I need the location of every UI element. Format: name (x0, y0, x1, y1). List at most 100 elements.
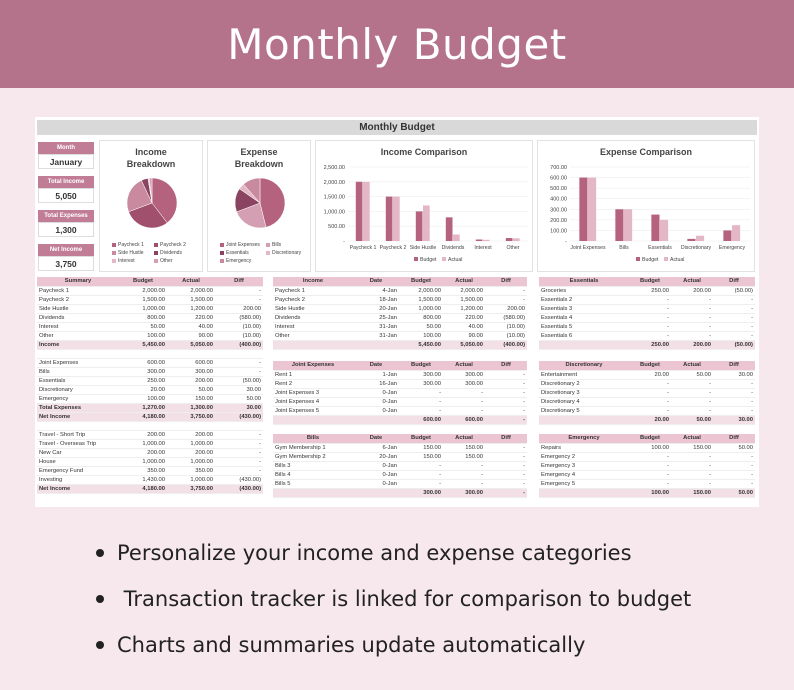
table-cell[interactable]: Discretionary (37, 385, 119, 395)
table-cell[interactable]: - (629, 397, 671, 407)
table-cell[interactable]: Joint Expenses (37, 358, 119, 368)
table-cell[interactable]: 50.00 (671, 370, 713, 380)
table-cell[interactable]: 220.00 (443, 313, 485, 323)
table-cell[interactable]: 100.00 (119, 331, 167, 341)
table-cell[interactable]: - (671, 379, 713, 389)
table-cell[interactable]: Essentials 6 (539, 331, 629, 341)
table-cell[interactable]: - (629, 379, 671, 389)
table-cell[interactable]: - (399, 479, 443, 489)
table-cell[interactable]: (10.00) (215, 322, 263, 332)
table-cell[interactable]: 600.00 (399, 415, 443, 425)
table-cell[interactable]: 50.00 (713, 488, 755, 498)
table-cell[interactable]: 0-Jan (353, 388, 399, 398)
table-cell[interactable]: - (485, 388, 527, 398)
table-cell[interactable]: - (215, 439, 263, 449)
table-cell[interactable]: (50.00) (713, 286, 755, 296)
table-cell[interactable]: 5,450.00 (399, 340, 443, 350)
table-cell[interactable]: - (629, 313, 671, 323)
table-cell[interactable]: - (485, 379, 527, 389)
table-cell[interactable]: - (713, 313, 755, 323)
table-cell[interactable]: - (713, 331, 755, 341)
table-cell[interactable] (353, 488, 399, 498)
table-cell[interactable]: 5,050.00 (167, 340, 215, 350)
table-cell[interactable]: 2,000.00 (119, 286, 167, 296)
table-cell[interactable]: 4,180.00 (119, 484, 167, 494)
table-cell[interactable]: House (37, 457, 119, 467)
table-cell[interactable]: 300.00 (119, 367, 167, 377)
table-cell[interactable]: - (671, 479, 713, 489)
table-cell[interactable]: - (671, 388, 713, 398)
table-cell[interactable]: - (215, 448, 263, 458)
table-cell[interactable]: - (485, 415, 527, 425)
table-cell[interactable]: 300.00 (443, 379, 485, 389)
table-cell[interactable]: 200.00 (671, 286, 713, 296)
table-cell[interactable]: 31-Jan (353, 322, 399, 332)
table-cell[interactable]: - (671, 322, 713, 332)
table-cell[interactable]: - (629, 331, 671, 341)
table-cell[interactable]: - (671, 304, 713, 314)
table-cell[interactable]: 1,000.00 (167, 439, 215, 449)
table-cell[interactable]: 200.00 (485, 304, 527, 314)
table-cell[interactable]: - (215, 430, 263, 440)
table-cell[interactable]: Income (37, 340, 119, 350)
table-cell[interactable]: - (713, 304, 755, 314)
table-cell[interactable]: 3,750.00 (167, 412, 215, 422)
table-cell[interactable]: Emergency Fund (37, 466, 119, 476)
table-cell[interactable]: - (485, 370, 527, 380)
table-cell[interactable]: - (713, 479, 755, 489)
table-cell[interactable]: 250.00 (629, 340, 671, 350)
table-cell[interactable]: Bills 5 (273, 479, 353, 489)
table-cell[interactable]: - (713, 406, 755, 416)
table-cell[interactable]: - (629, 452, 671, 462)
table-cell[interactable]: - (671, 295, 713, 305)
table-cell[interactable]: 5,050.00 (443, 340, 485, 350)
table-cell[interactable] (539, 415, 629, 425)
table-cell[interactable]: Dividends (273, 313, 353, 323)
table-cell[interactable]: 150.00 (443, 443, 485, 453)
table-cell[interactable]: - (399, 461, 443, 471)
table-cell[interactable]: - (713, 322, 755, 332)
table-cell[interactable]: New Car (37, 448, 119, 458)
table-cell[interactable]: Rent 1 (273, 370, 353, 380)
table-cell[interactable]: - (629, 388, 671, 398)
table-cell[interactable]: Discretionary 5 (539, 406, 629, 416)
table-cell[interactable]: Groceries (539, 286, 629, 296)
table-cell[interactable]: 6-Jan (353, 443, 399, 453)
table-cell[interactable]: 300.00 (399, 370, 443, 380)
table-cell[interactable]: - (671, 331, 713, 341)
table-cell[interactable]: 150.00 (443, 452, 485, 462)
table-cell[interactable]: 600.00 (443, 415, 485, 425)
table-cell[interactable]: - (671, 313, 713, 323)
table-cell[interactable]: 50.00 (215, 394, 263, 404)
table-cell[interactable]: (50.00) (713, 340, 755, 350)
table-cell[interactable]: 0-Jan (353, 470, 399, 480)
table-cell[interactable]: - (713, 388, 755, 398)
table-cell[interactable]: 20.00 (629, 370, 671, 380)
table-cell[interactable]: 800.00 (399, 313, 443, 323)
table-cell[interactable]: Paycheck 2 (273, 295, 353, 305)
table-cell[interactable]: 90.00 (167, 331, 215, 341)
table-cell[interactable]: - (671, 452, 713, 462)
table-cell[interactable]: 300.00 (443, 488, 485, 498)
table-cell[interactable]: Side Hustle (273, 304, 353, 314)
table-cell[interactable]: - (215, 295, 263, 305)
table-cell[interactable]: - (485, 452, 527, 462)
table-cell[interactable]: 300.00 (399, 488, 443, 498)
table-cell[interactable]: 1,270.00 (119, 403, 167, 413)
table-cell[interactable]: (10.00) (215, 331, 263, 341)
table-cell[interactable]: 300.00 (443, 370, 485, 380)
table-cell[interactable] (215, 349, 263, 359)
table-cell[interactable]: 100.00 (629, 488, 671, 498)
table-cell[interactable]: - (485, 488, 527, 498)
table-cell[interactable]: - (713, 470, 755, 480)
table-cell[interactable]: - (215, 457, 263, 467)
table-cell[interactable]: - (215, 466, 263, 476)
table-cell[interactable]: 1,500.00 (119, 295, 167, 305)
table-cell[interactable]: 1,000.00 (119, 304, 167, 314)
table-cell[interactable]: Total Expenses (37, 403, 119, 413)
table-cell[interactable]: 600.00 (119, 358, 167, 368)
table-cell[interactable]: 30.00 (215, 403, 263, 413)
table-cell[interactable]: 250.00 (629, 286, 671, 296)
table-cell[interactable] (353, 415, 399, 425)
table-cell[interactable]: (10.00) (485, 322, 527, 332)
